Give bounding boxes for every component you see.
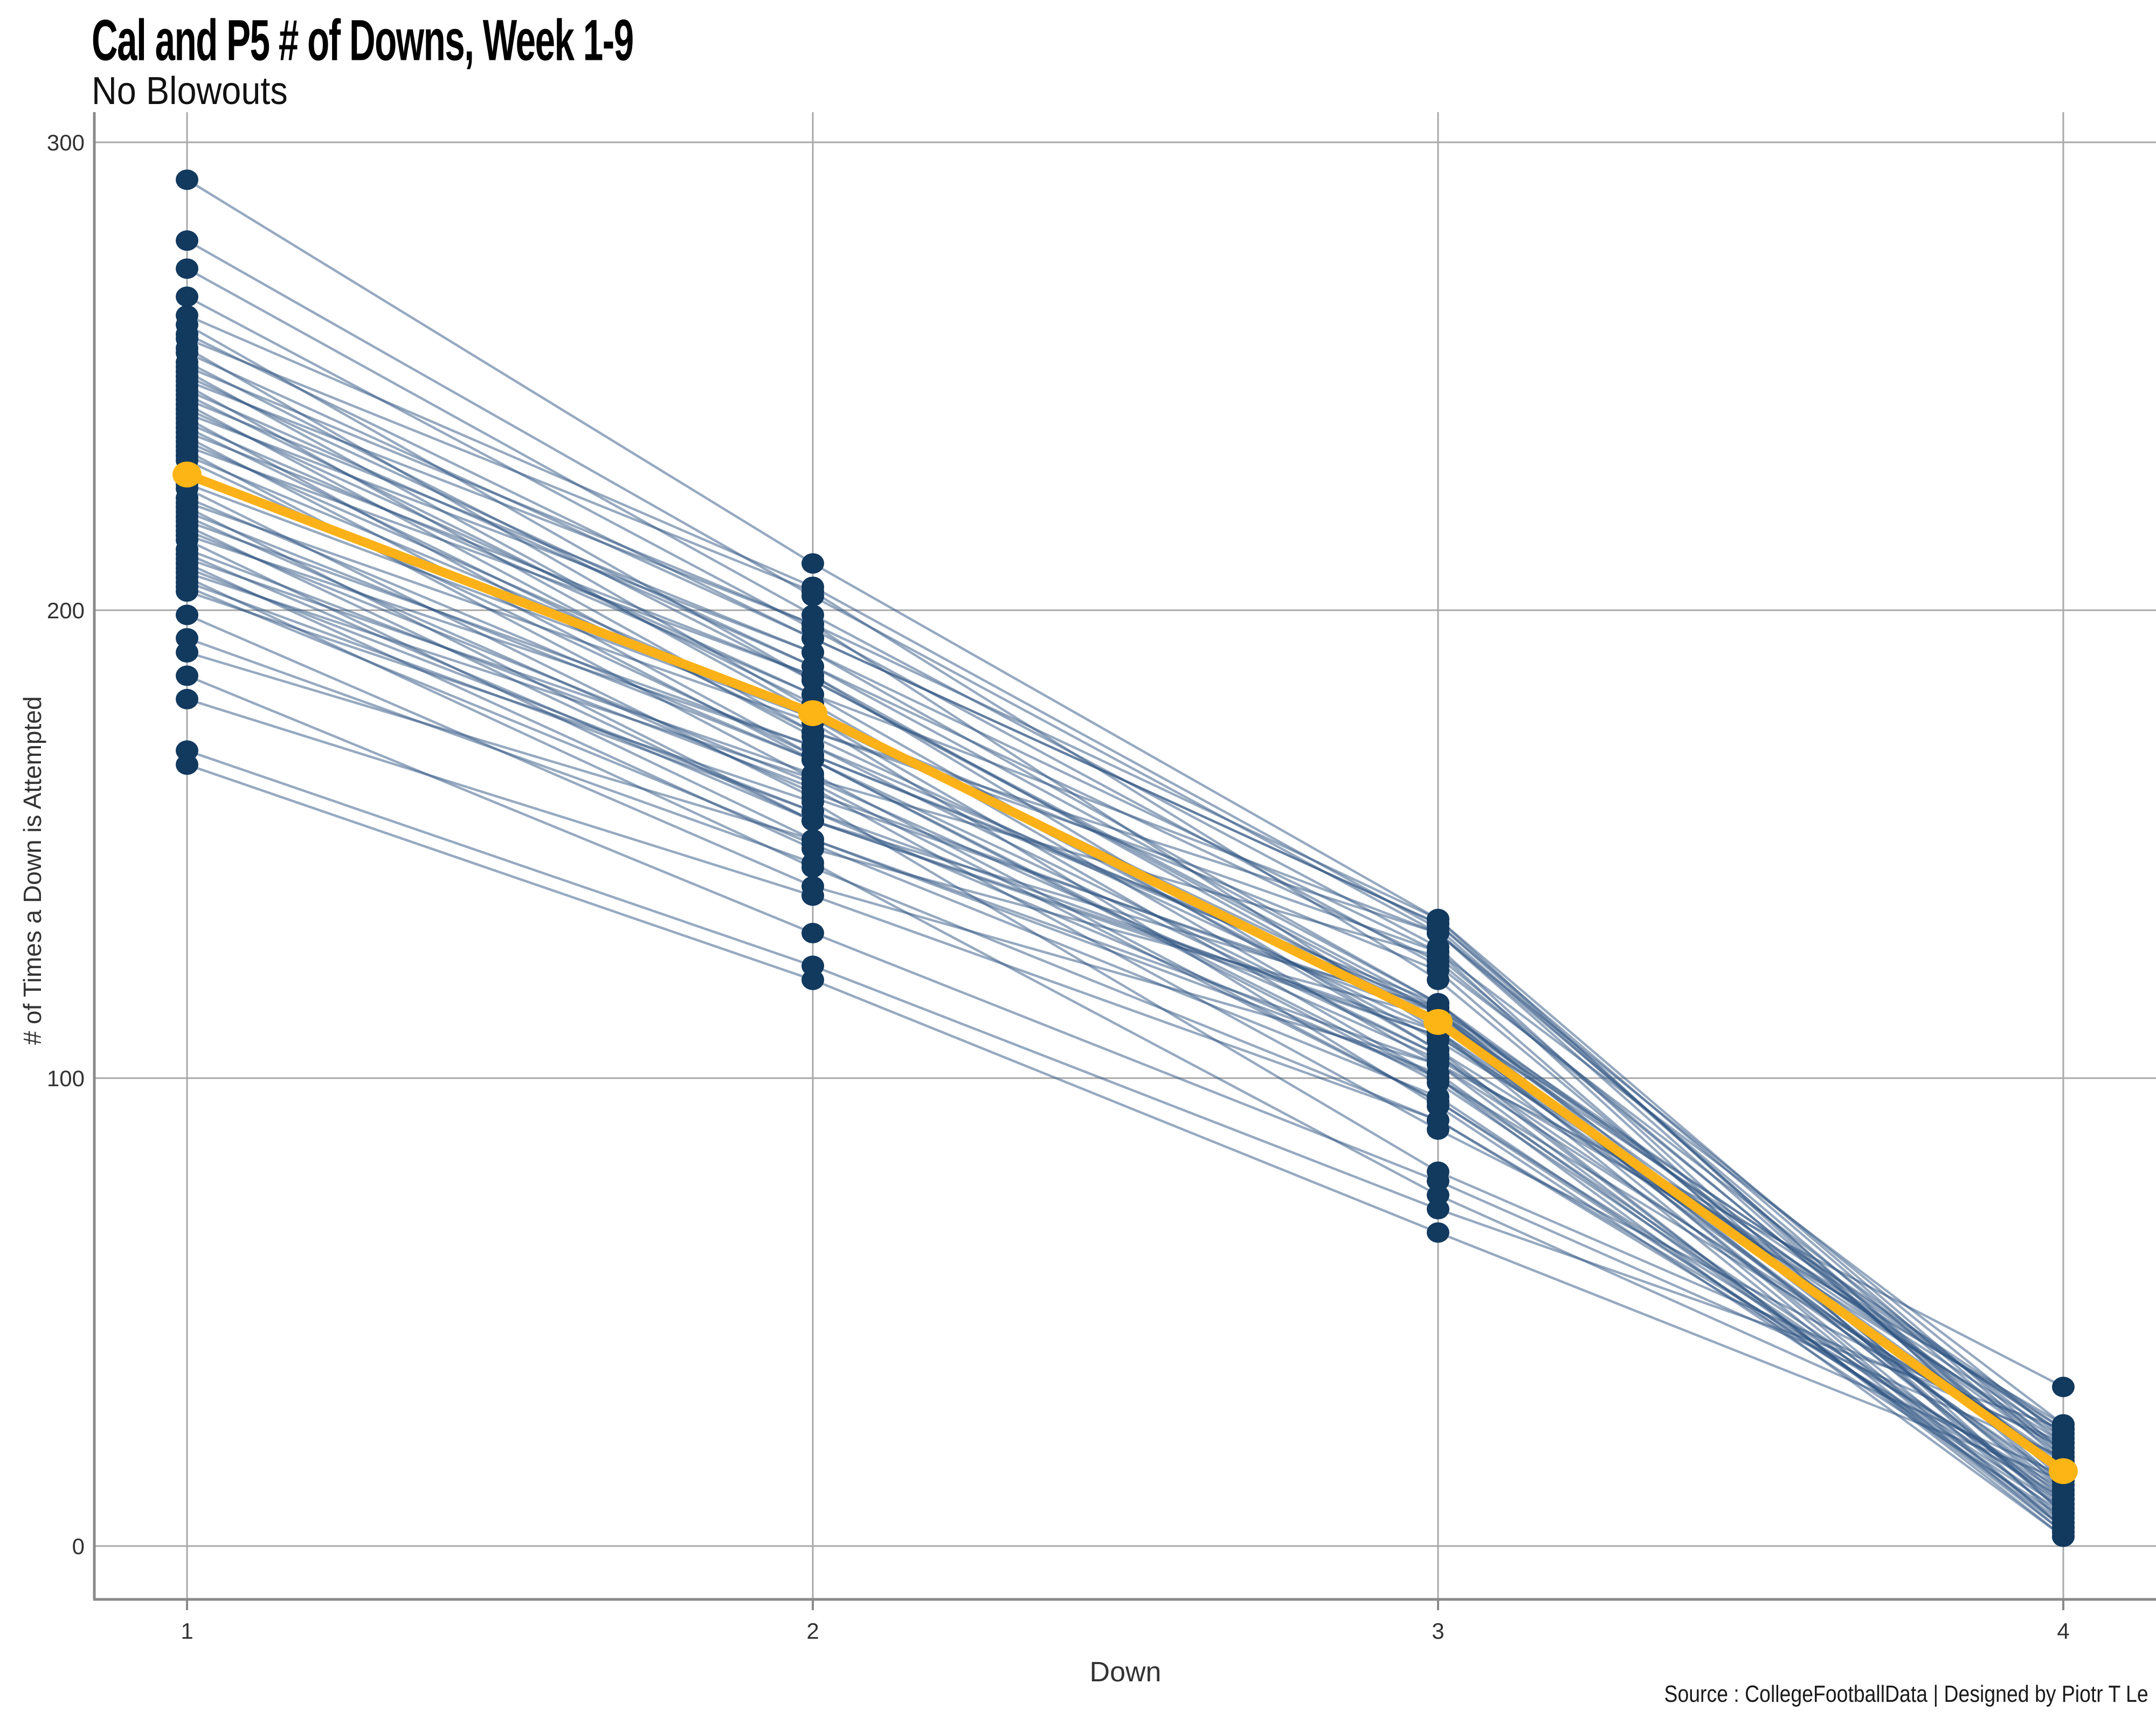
team-dot [801,885,824,906]
team-line [186,361,2064,1519]
x-tick-label: 2 [806,1618,819,1644]
team-line [186,295,2064,1444]
team-line [186,763,2064,1482]
x-tick-label: 4 [2057,1618,2069,1644]
team-dot [1427,1199,1449,1220]
team-dot [801,581,824,602]
team-line [186,637,2064,1477]
team-dot [176,740,198,761]
team-dot [2052,1419,2075,1439]
team-dot [1427,960,1449,981]
team-dot [1427,908,1449,929]
team-dot [1427,922,1449,943]
cal-line [182,470,2068,1476]
y-tick-label: 300 [47,130,85,155]
team-dot [176,581,198,602]
team-dot [801,852,824,873]
team-line [186,534,2064,1468]
team-line [186,239,2064,1463]
team-dot [2052,1489,2075,1510]
cal-dot [798,700,827,726]
team-dot [2052,1503,2075,1524]
team-dot [801,553,824,574]
team-dot [1427,1110,1449,1131]
team-dot [176,642,198,663]
team-dot [176,169,198,190]
x-tick-label: 1 [181,1618,193,1644]
cal-dot [2049,1458,2078,1485]
team-line [186,567,2064,1538]
team-line [186,585,2064,1515]
team-dot [176,688,198,709]
team-dot [176,258,198,279]
team-dot [2052,1433,2075,1454]
team-dot [801,791,824,812]
team-dot [176,230,198,251]
team-line [186,576,2064,1491]
team-line [186,525,2064,1440]
team-dot [2052,1517,2075,1538]
source-caption: Source : CollegeFootballData | Designed … [1664,1681,2148,1707]
team-line [186,431,2064,1491]
team-line [186,749,2064,1431]
team-dot [1427,1086,1449,1107]
team-line [186,674,2064,1459]
team-line [186,548,2064,1449]
team-dot [801,955,824,976]
team-line [186,520,2064,1533]
team-line [186,651,2064,1529]
team-dot [801,614,824,635]
team-dot [1427,1170,1449,1191]
team-dot [801,829,824,850]
x-axis-title: Down [1089,1657,1162,1688]
team-dot [801,684,824,705]
team-line [186,562,2064,1435]
team-line [186,571,2064,1426]
team-dot [2052,1376,2075,1397]
team-line [186,398,2064,1524]
team-dot [801,642,824,663]
team-dot [1427,1185,1449,1205]
team-dot [176,628,198,649]
cal-dot [1423,1009,1453,1035]
team-dot [801,922,824,943]
team-dot [801,969,824,990]
page-subtitle: No Blowouts [92,70,288,113]
team-line [186,590,2064,1445]
team-dot [176,665,198,686]
page-title: Cal and P5 # of Downs, Week 1-9 [92,8,634,73]
team-dot [1427,946,1449,967]
y-axis-title: # of Times a Down is Attempted [18,696,46,1045]
team-line [186,553,2064,1486]
team-line [186,408,2064,1486]
team-dot [1427,1222,1449,1243]
team-dot [176,604,198,625]
team-dot [1427,1068,1449,1088]
team-line [186,698,2064,1501]
team-dot [176,286,198,307]
team-line [186,557,2064,1510]
x-tick-label: 3 [1432,1618,1444,1644]
team-dot [1427,1053,1449,1074]
team-line [186,506,2064,1454]
y-tick-label: 0 [72,1534,85,1559]
team-dot [801,749,824,770]
team-dot [801,735,824,756]
team-dot [801,628,824,649]
team-line [186,496,2064,1482]
team-dot [801,768,824,789]
team-dot [176,754,198,775]
y-tick-label: 200 [47,598,85,623]
team-dot [801,665,824,686]
cal-dot [172,461,202,488]
team-line [186,482,2064,1501]
y-tick-label: 100 [47,1066,85,1091]
